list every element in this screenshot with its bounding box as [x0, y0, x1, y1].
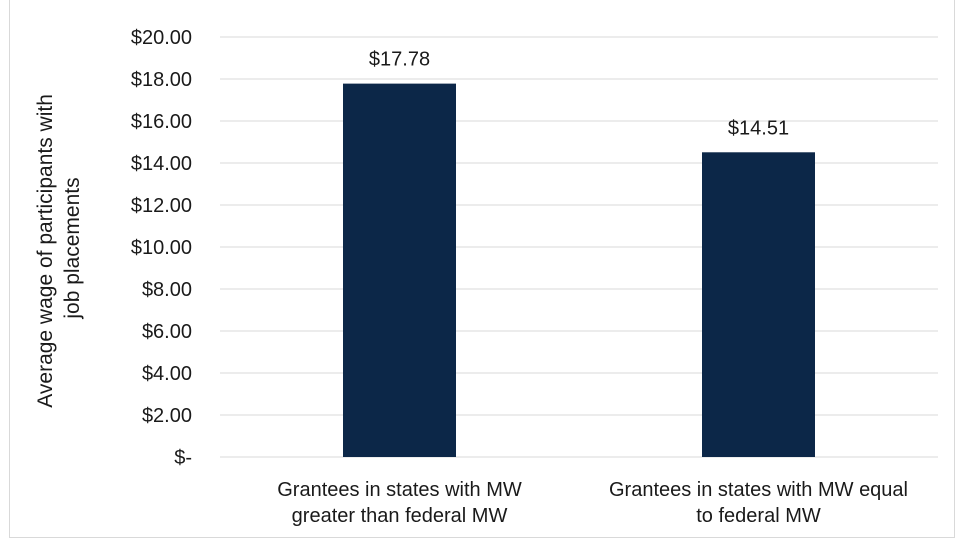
y-tick-label: $6.00 [142, 321, 192, 343]
bar [343, 83, 456, 458]
y-tick-label: $14.00 [131, 153, 192, 175]
y-tick-label: $16.00 [131, 111, 192, 133]
bars [343, 83, 815, 458]
y-tick-label: $18.00 [131, 69, 192, 91]
y-axis-label-line-1: Average wage of participants with [34, 94, 57, 408]
x-axis-categories: Grantees in states with MW greater than f… [277, 479, 908, 527]
y-axis-label: Average wage of participants with job pl… [34, 88, 84, 407]
gridlines [220, 36, 938, 458]
data-label: $17.78 [369, 49, 430, 71]
y-tick-label: $2.00 [142, 405, 192, 427]
y-tick-label: $8.00 [142, 279, 192, 301]
x-category-label: Grantees in states with MW greater than f… [277, 479, 522, 527]
y-tick-label: $4.00 [142, 363, 192, 385]
y-axis-label-line-2: job placements [61, 177, 84, 319]
data-label: $14.51 [728, 117, 789, 139]
y-axis-ticks: $- $2.00 $4.00 $6.00 $8.00 $10.00 $12.00 $14.00… [131, 27, 192, 469]
y-tick-label: $10.00 [131, 237, 192, 259]
data-labels: $17.78 $14.51 [369, 49, 789, 140]
y-tick-label: $20.00 [131, 27, 192, 49]
y-tick-label: $- [174, 447, 192, 469]
y-tick-label: $12.00 [131, 195, 192, 217]
chart-frame [9, 0, 955, 538]
x-category-label: Grantees in states with MW equal to feder… [609, 479, 908, 527]
bar [702, 152, 815, 458]
